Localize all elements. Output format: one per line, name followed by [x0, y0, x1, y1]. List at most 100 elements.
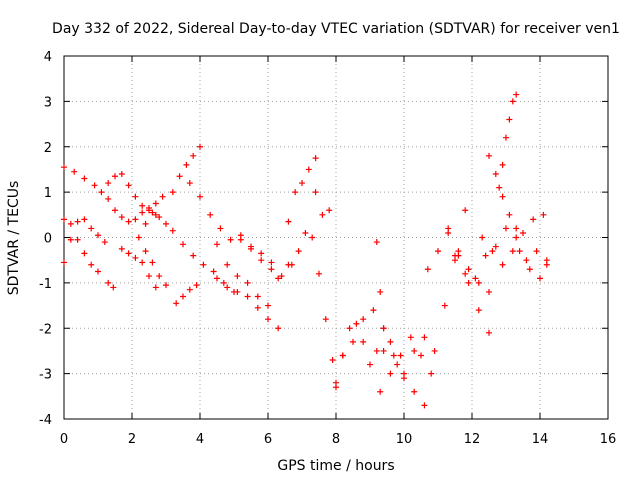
y-tick-label: -4	[39, 413, 52, 428]
series-10	[173, 282, 200, 307]
data-point	[441, 302, 448, 309]
data-point	[377, 388, 384, 395]
y-tick-label: 0	[44, 232, 52, 247]
data-point	[220, 279, 227, 286]
data-point	[275, 275, 282, 282]
data-point	[526, 266, 533, 273]
x-tick-label: 12	[464, 432, 481, 447]
data-point	[214, 241, 220, 248]
data-point	[95, 232, 101, 239]
data-point	[305, 166, 312, 173]
data-point	[503, 225, 509, 232]
x-tick-label: 8	[332, 432, 340, 447]
data-markers	[61, 91, 550, 409]
data-point	[152, 284, 159, 291]
data-point	[533, 248, 540, 255]
data-point	[316, 270, 322, 277]
data-point	[312, 189, 319, 196]
data-point	[506, 116, 513, 123]
data-point	[295, 248, 302, 255]
y-tick-label: 4	[44, 50, 52, 65]
x-tick-label: 4	[196, 432, 204, 447]
data-point	[125, 182, 132, 189]
data-point	[146, 205, 152, 212]
data-point	[258, 257, 265, 264]
data-point	[421, 402, 428, 409]
series-16	[275, 229, 339, 386]
series-17	[285, 155, 319, 225]
data-point	[186, 180, 193, 187]
data-point	[110, 284, 117, 291]
data-point	[380, 325, 387, 332]
series-28	[496, 91, 520, 191]
data-point	[105, 195, 112, 202]
data-point	[61, 259, 67, 266]
data-point	[509, 98, 516, 105]
data-point	[112, 207, 118, 214]
data-point	[312, 155, 319, 162]
data-point	[499, 161, 506, 168]
data-point	[176, 173, 183, 180]
data-point	[118, 214, 125, 221]
data-point	[142, 248, 149, 255]
data-point	[530, 216, 537, 223]
data-point	[81, 175, 88, 182]
data-point	[360, 316, 367, 323]
data-point	[190, 252, 197, 259]
data-point	[370, 307, 377, 314]
data-point	[475, 279, 482, 286]
x-tick-label: 16	[600, 432, 617, 447]
data-point	[431, 347, 438, 354]
data-point	[74, 236, 81, 243]
data-point	[465, 266, 472, 273]
data-point	[91, 182, 98, 189]
data-point	[197, 143, 203, 150]
data-point	[353, 320, 360, 327]
data-point	[445, 225, 452, 232]
data-point	[516, 248, 523, 255]
data-point	[275, 325, 282, 332]
series-14	[214, 241, 271, 309]
series-20	[339, 307, 428, 409]
data-point	[210, 268, 217, 275]
data-point	[244, 279, 251, 286]
data-point	[509, 248, 516, 255]
data-point	[125, 218, 132, 225]
data-point	[105, 180, 112, 187]
data-point	[465, 279, 472, 286]
series-23	[401, 207, 469, 377]
data-point	[98, 189, 105, 196]
data-point	[149, 259, 156, 266]
data-point	[152, 211, 159, 218]
series-22	[377, 334, 435, 395]
series-18	[312, 189, 333, 218]
data-point	[254, 304, 261, 311]
data-point	[180, 293, 186, 300]
data-point	[360, 338, 367, 345]
data-point	[61, 216, 67, 223]
series-26	[452, 225, 550, 282]
data-point	[132, 193, 139, 200]
data-point	[214, 275, 220, 282]
series-8	[142, 209, 169, 227]
data-point	[118, 245, 125, 252]
series-3	[105, 279, 117, 291]
data-point	[74, 218, 81, 225]
data-point	[258, 250, 265, 257]
data-point	[520, 229, 526, 236]
data-point	[71, 168, 78, 175]
data-point	[217, 225, 224, 232]
data-point	[492, 170, 499, 177]
data-point	[319, 211, 326, 218]
data-point	[265, 302, 271, 309]
data-point	[61, 164, 67, 171]
data-point	[237, 232, 244, 239]
data-point	[411, 347, 418, 354]
data-point	[193, 282, 200, 289]
x-axis-ticks: 0 2 4 6 8 10 12 14 16	[60, 56, 616, 447]
y-tick-label: -2	[39, 322, 52, 337]
series-15	[237, 232, 295, 280]
x-tick-label: 6	[264, 432, 272, 447]
data-point	[486, 288, 492, 295]
